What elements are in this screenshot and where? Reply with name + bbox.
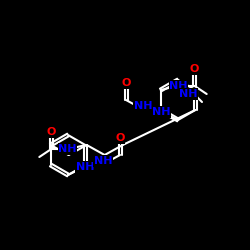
- Text: O: O: [115, 133, 125, 143]
- Text: O: O: [47, 127, 56, 137]
- Text: NH: NH: [179, 89, 197, 99]
- Text: NH: NH: [76, 162, 94, 172]
- Text: NH: NH: [134, 101, 152, 111]
- Text: O: O: [121, 78, 131, 88]
- Text: NH: NH: [152, 107, 170, 117]
- Text: NH: NH: [170, 81, 188, 91]
- Text: O: O: [190, 64, 199, 74]
- Text: NH: NH: [94, 156, 112, 166]
- Text: NH: NH: [58, 144, 76, 154]
